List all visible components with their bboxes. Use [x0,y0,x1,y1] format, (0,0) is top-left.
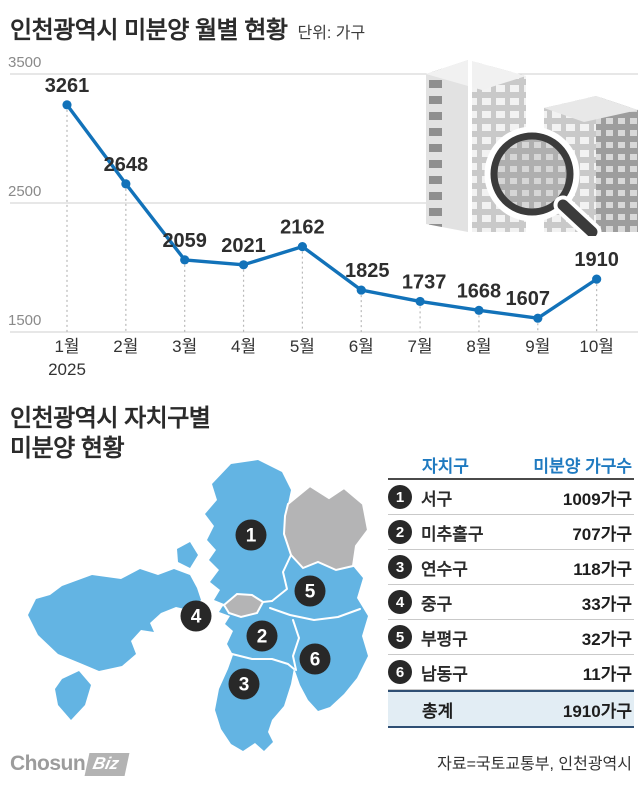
section2-title: 인천광역시 자치구별 미분양 현황 [10,404,211,464]
monthly-line-chart: 3500 2500 1500 3261 1월 2648 2월 2059 3월 2021 4월 2162… [8,54,638,379]
district-table: 자치구 미분양 가구수 1 서구 1009가구 2 미추홀구 707가구 3 연수구 118가구… [388,450,634,728]
svg-text:2025: 2025 [48,360,86,379]
svg-text:1668: 1668 [457,280,502,302]
svg-text:3: 3 [239,675,250,696]
table-header-district: 자치구 [422,456,469,476]
map-border-seo-jung [217,600,273,607]
svg-text:3500: 3500 [8,54,41,71]
rank-badge: 2 [388,520,412,544]
incheon-map: 1 2 3 4 5 6 [28,460,370,751]
svg-text:8월: 8월 [466,337,491,356]
map-district-badge: 4 [180,600,212,632]
svg-text:6월: 6월 [349,337,374,356]
district-name: 연수구 [421,559,468,579]
map-border-michuhol-namdong [292,619,300,671]
district-name: 중구 [421,594,453,614]
district-name: 부평구 [421,629,468,649]
source-credit: 자료=국토교통부, 인천광역시 [437,756,632,773]
apartment-illustration-svg [426,60,638,242]
rank-badge: 6 [388,660,412,684]
logo-biz-text: Biz [91,753,121,773]
district-island-yeongjong [28,569,201,671]
rank-badge: 1 [388,485,412,509]
unit-label: 단위: 가구 [297,25,366,42]
table-row: 6 남동구 11가구 [388,655,634,690]
district-table-body: 1 서구 1009가구 2 미추홀구 707가구 3 연수구 118가구 4 중구 33가구 5 부평구 3… [388,480,634,690]
page-header: 인천광역시 미분양 월별 현황 단위: 가구 [10,10,365,45]
svg-text:1월: 1월 [54,337,79,356]
rank-badge: 3 [388,555,412,579]
svg-text:2059: 2059 [162,230,207,252]
svg-text:2162: 2162 [280,217,325,239]
district-island-small-bottom [55,671,91,720]
district-value: 118가구 [573,559,632,579]
svg-text:1607: 1607 [506,288,551,310]
district-value: 707가구 [572,524,632,544]
logo-chosun-text: Chosun [10,752,86,775]
svg-text:2: 2 [257,627,268,648]
district-name: 남동구 [421,664,468,684]
table-row: 1 서구 1009가구 [388,480,634,515]
rank-badge: 4 [388,590,412,614]
district-gyeyang-gray [282,484,370,572]
table-header-row: 자치구 미분양 가구수 [388,450,634,480]
page-title: 인천광역시 미분양 월별 현황 [10,17,288,44]
svg-text:6: 6 [310,650,321,671]
svg-text:1500: 1500 [8,312,41,329]
svg-text:5월: 5월 [290,337,315,356]
district-value: 33가구 [581,594,632,614]
table-row: 2 미추홀구 707가구 [388,515,634,550]
district-name: 미추홀구 [421,524,484,544]
svg-text:4: 4 [191,607,202,628]
map-district-badge: 2 [246,620,278,652]
district-island-small-top [177,542,198,568]
svg-text:7월: 7월 [408,337,433,356]
map-district-badge: 3 [228,668,260,700]
svg-text:2500: 2500 [8,183,41,200]
section2-title-line1: 인천광역시 자치구별 [10,405,211,432]
apartment-illustration [424,44,640,242]
table-header-count: 미분양 가구수 [533,456,632,476]
district-name: 서구 [421,489,453,509]
svg-text:1910: 1910 [574,249,619,271]
table-total-row: 총계 1910가구 [388,690,634,728]
map-border-seo-bupyeong [271,554,292,602]
district-value: 1009가구 [562,489,632,509]
map-district-badge: 5 [294,575,326,607]
svg-text:3261: 3261 [45,75,90,97]
svg-text:2648: 2648 [104,154,149,176]
district-dong-gray [222,592,265,619]
map-district-badge: 1 [235,519,267,551]
rank-badge: 5 [388,625,412,649]
svg-text:2021: 2021 [221,235,266,257]
svg-text:9월: 9월 [525,337,550,356]
incheon-map-area: 1 2 3 4 5 6 [0,458,390,760]
svg-text:4월: 4월 [231,337,256,356]
district-value: 32가구 [581,629,632,649]
svg-text:3월: 3월 [172,337,197,356]
svg-text:2월: 2월 [113,337,138,356]
table-row: 4 중구 33가구 [388,585,634,620]
map-district-badge: 6 [299,643,331,675]
logo-biz-badge: Biz [84,752,130,776]
map-border-bupyeong-namdong [269,607,361,621]
table-row: 5 부평구 32가구 [388,620,634,655]
magnifier-icon [484,126,602,242]
svg-text:1: 1 [246,526,257,547]
svg-text:1737: 1737 [402,271,447,293]
chosunbiz-logo: Chosun Biz [10,752,130,776]
map-border-michuhol-yeonsu [231,653,295,670]
footer: Chosun Biz 자료=국토교통부, 인천광역시 [0,746,640,778]
svg-text:1825: 1825 [345,260,390,282]
total-label: 총계 [422,701,454,721]
monthly-chart-area: 3500 2500 1500 3261 1월 2648 2월 2059 3월 2021 4월 2162… [0,52,640,392]
section2-title-line2: 미분양 현황 [10,435,125,462]
district-value: 11가구 [582,664,632,684]
table-row: 3 연수구 118가구 [388,550,634,585]
svg-text:5: 5 [305,582,316,603]
svg-text:10월: 10월 [579,337,614,356]
total-value: 1910가구 [562,701,632,721]
